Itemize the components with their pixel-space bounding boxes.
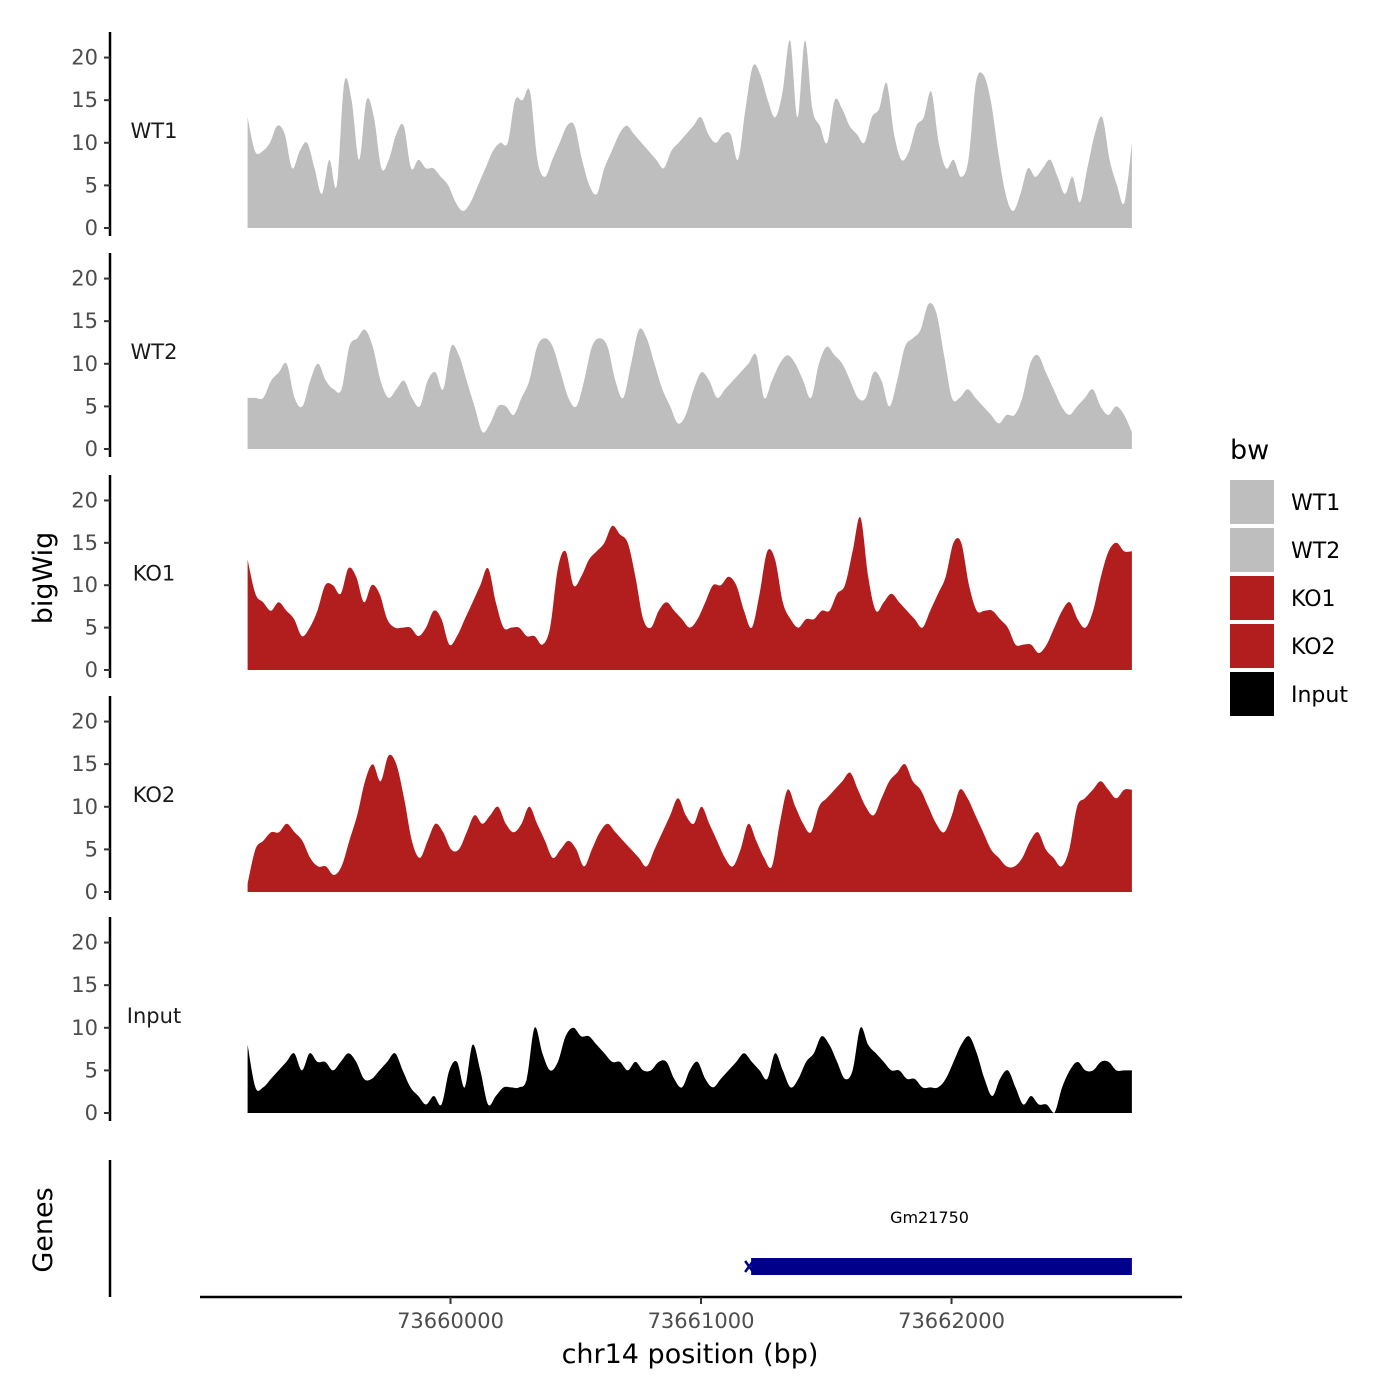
legend-entry-input: Input (1230, 672, 1348, 716)
y-tick-label: 20 (71, 710, 98, 734)
track-label: WT1 (131, 119, 178, 143)
y-tick-label: 5 (85, 173, 98, 197)
gene-start-mark (744, 1260, 755, 1273)
y-tick-label: 15 (71, 531, 98, 555)
genes-layer: Gm21750 (108, 1160, 1132, 1297)
legend-entry-wt2: WT2 (1230, 528, 1340, 572)
y-tick-label: 15 (71, 88, 98, 112)
y-tick-label: 0 (85, 216, 98, 240)
legend-swatch (1230, 480, 1274, 524)
y-tick-label: 10 (71, 573, 98, 597)
track-ko2: 0 5 10 15 20 KO2 (71, 696, 1132, 904)
y-tick-label: 15 (71, 309, 98, 333)
y-tick-label: 0 (85, 658, 98, 682)
y-tick-label: 15 (71, 752, 98, 776)
y-tick-label: 20 (71, 267, 98, 291)
y-tick-label: 10 (71, 1016, 98, 1040)
gene-gm21750: Gm21750 (744, 1208, 1132, 1275)
genes-axis-title: Genes (28, 1187, 59, 1272)
legend-entry-ko2: KO2 (1230, 624, 1336, 668)
signal-area-wt1 (247, 40, 1132, 228)
y-tick-label: 0 (85, 1101, 98, 1125)
track-label: Input (127, 1004, 181, 1028)
signal-area-input (247, 1027, 1132, 1113)
track-wt2: 0 5 10 15 20 WT2 (71, 253, 1132, 461)
legend-swatch (1230, 624, 1274, 668)
signal-area-ko1 (247, 516, 1132, 670)
legend-swatch (1230, 576, 1274, 620)
y-tick-label: 0 (85, 880, 98, 904)
track-label: WT2 (131, 340, 178, 364)
gene-body (751, 1258, 1132, 1275)
legend-label: WT2 (1291, 539, 1340, 564)
legend-title: bw (1230, 435, 1269, 466)
y-tick-label: 15 (71, 973, 98, 997)
track-wt1: 0 5 10 15 20 WT1 (71, 32, 1132, 240)
legend-label: KO1 (1291, 587, 1336, 612)
legend-label: Input (1291, 683, 1348, 708)
tracks-layer: 0 5 10 15 20 WT1 0 5 10 15 20 WT2 0 5 10 15 20 KO1 0 5 10 15 2… (71, 32, 1132, 1125)
y-tick-label: 10 (71, 352, 98, 376)
legend-label: WT1 (1291, 491, 1340, 516)
y-tick-label: 5 (85, 837, 98, 861)
y-tick-label: 5 (85, 616, 98, 640)
y-tick-label: 5 (85, 394, 98, 418)
y-tick-label: 20 (71, 931, 98, 955)
x-axis: 73660000 73661000 73662000 (200, 1295, 1182, 1333)
y-tick-label: 20 (71, 46, 98, 70)
track-ko1: 0 5 10 15 20 KO1 (71, 475, 1132, 682)
legend: bw WT1 WT2 KO1 KO2 Input (1230, 435, 1348, 716)
legend-label: KO2 (1291, 635, 1336, 660)
gene-label: Gm21750 (890, 1208, 969, 1227)
legend-swatch (1230, 672, 1274, 716)
signal-area-ko2 (247, 754, 1132, 892)
y-tick-label: 10 (71, 795, 98, 819)
signal-area-wt2 (247, 303, 1132, 449)
x-axis-title: chr14 position (bp) (562, 1339, 819, 1370)
x-tick-label: 73661000 (648, 1309, 755, 1333)
y-axis-title: bigWig (28, 532, 59, 625)
track-label: KO1 (133, 562, 176, 586)
x-tick-label: 73662000 (898, 1309, 1005, 1333)
legend-entry-ko1: KO1 (1230, 576, 1336, 620)
track-input: 0 5 10 15 20 Input (71, 917, 1132, 1125)
legend-swatch (1230, 528, 1274, 572)
legend-entry-wt1: WT1 (1230, 480, 1340, 524)
y-tick-label: 20 (71, 488, 98, 512)
y-tick-label: 10 (71, 131, 98, 155)
track-label: KO2 (133, 783, 176, 807)
y-tick-label: 5 (85, 1058, 98, 1082)
y-tick-label: 0 (85, 437, 98, 461)
x-tick-label: 73660000 (397, 1309, 504, 1333)
